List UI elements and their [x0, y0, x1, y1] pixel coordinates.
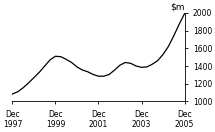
- Text: $m: $m: [170, 3, 184, 12]
